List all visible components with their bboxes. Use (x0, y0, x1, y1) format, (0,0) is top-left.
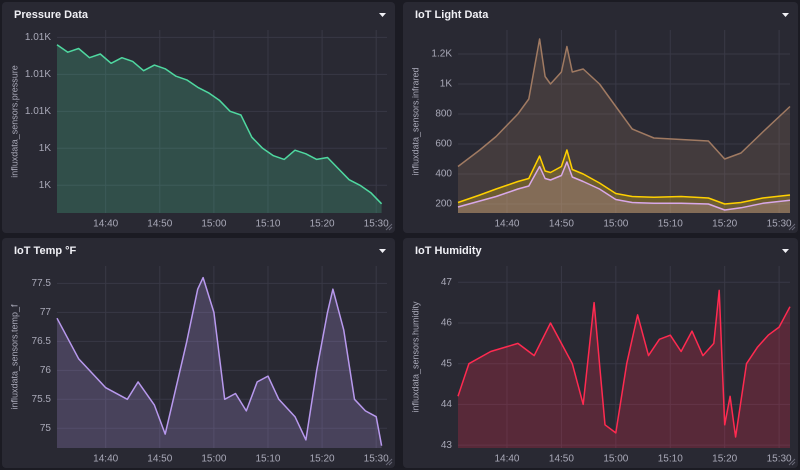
x-tick-label: 15:00 (603, 454, 628, 465)
y-tick-label: 44 (441, 399, 453, 410)
y-tick-label: 1K (39, 143, 52, 154)
x-tick-label: 15:10 (255, 219, 280, 230)
y-tick-label: 200 (435, 199, 452, 210)
y-axis-label: influxdata_sensors.infrared (410, 67, 420, 175)
panel-menu[interactable] (782, 249, 789, 253)
panel-menu[interactable] (379, 13, 386, 17)
x-tick-label: 14:40 (93, 219, 118, 230)
line (457, 289, 791, 438)
panel-menu[interactable] (379, 249, 386, 253)
y-tick-label: 47 (441, 277, 453, 288)
x-tick-label: 14:50 (147, 454, 172, 465)
y-tick-label: 1K (39, 180, 52, 191)
x-tick-label: 15:20 (310, 219, 335, 230)
area (458, 162, 790, 213)
y-axis-label: influxdata_sensors.humidity (410, 301, 420, 413)
x-tick-label: 14:40 (93, 454, 118, 465)
y-tick-label: 1K (440, 79, 453, 90)
resize-handle[interactable] (385, 458, 393, 466)
x-tick-label: 15:00 (201, 219, 226, 230)
x-tick-label: 14:50 (549, 219, 574, 230)
panel-title: IoT Temp °F (14, 245, 77, 257)
panel-menu[interactable] (782, 13, 789, 17)
area (458, 150, 790, 213)
panel-title: IoT Humidity (415, 245, 482, 257)
x-tick-label: 14:50 (147, 219, 172, 230)
y-tick-label: 76.5 (32, 336, 52, 347)
y-tick-label: 45 (441, 358, 453, 369)
panel (403, 2, 798, 233)
y-axis-label: influxdata_sensors.pressure (9, 65, 19, 178)
x-tick-label: 15:00 (201, 454, 226, 465)
panel-title: Pressure Data (14, 9, 89, 21)
panel (2, 238, 395, 468)
resize-handle[interactable] (385, 223, 393, 231)
y-tick-label: 77.5 (32, 278, 52, 289)
panel (2, 2, 395, 233)
x-tick-label: 15:30 (364, 219, 389, 230)
y-tick-label: 1.2K (431, 49, 452, 60)
y-tick-label: 1.01K (25, 69, 51, 80)
y-tick-label: 46 (441, 318, 453, 329)
x-tick-label: 15:30 (767, 219, 792, 230)
y-tick-label: 75 (40, 423, 52, 434)
x-tick-label: 15:20 (310, 454, 335, 465)
x-tick-label: 15:10 (658, 219, 683, 230)
line (457, 161, 791, 211)
area (57, 277, 382, 448)
y-tick-label: 400 (435, 169, 452, 180)
area (458, 290, 790, 448)
line (457, 149, 791, 205)
y-tick-label: 1.01K (25, 106, 51, 117)
y-tick-label: 600 (435, 139, 452, 150)
line (457, 38, 791, 168)
y-tick-label: 77 (40, 307, 52, 318)
y-tick-label: 800 (435, 109, 452, 120)
line (56, 276, 383, 446)
x-tick-label: 15:00 (603, 219, 628, 230)
panel-title: IoT Light Data (415, 9, 489, 21)
resize-handle[interactable] (788, 223, 796, 231)
x-tick-label: 15:20 (712, 454, 737, 465)
x-tick-label: 14:40 (494, 454, 519, 465)
x-tick-label: 15:30 (364, 454, 389, 465)
y-axis-label: influxdata_sensors.temp_f (9, 304, 19, 410)
resize-handle[interactable] (788, 458, 796, 466)
x-tick-label: 15:20 (712, 219, 737, 230)
x-tick-label: 15:10 (658, 454, 683, 465)
area (57, 44, 382, 213)
panel (403, 238, 798, 468)
y-tick-label: 75.5 (32, 394, 52, 405)
y-tick-label: 43 (441, 440, 453, 451)
x-tick-label: 15:10 (255, 454, 280, 465)
line (56, 44, 383, 205)
x-tick-label: 14:50 (549, 454, 574, 465)
y-tick-label: 1.01K (25, 32, 51, 43)
y-tick-label: 76 (40, 365, 52, 376)
x-tick-label: 15:30 (767, 454, 792, 465)
x-tick-label: 14:40 (494, 219, 519, 230)
